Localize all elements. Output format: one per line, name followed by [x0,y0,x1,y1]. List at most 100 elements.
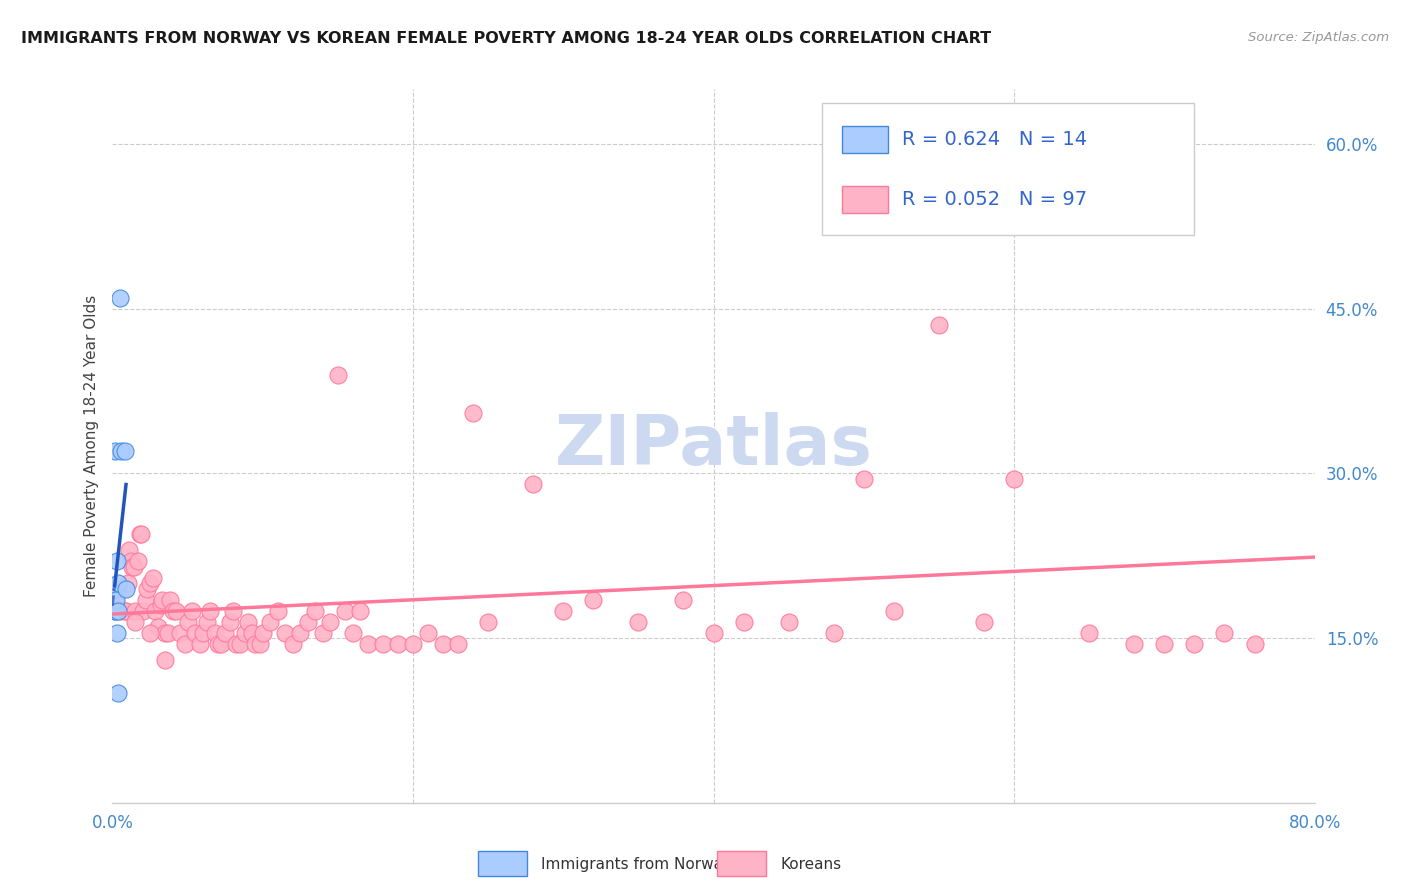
Point [117,576,139,591]
Point [236,615,259,629]
Point [245,637,267,651]
Point [432,637,454,651]
Text: R = 0.624   N = 14: R = 0.624 N = 14 [903,129,1087,149]
Point [150,592,173,607]
Point [304,604,326,618]
Point [823,625,845,640]
Point [349,604,371,618]
Point [121,559,143,574]
Point [702,625,725,640]
Point [259,615,281,629]
Point [188,637,211,651]
Point [176,615,198,629]
Point [207,637,229,651]
Point [357,637,380,651]
Point [104,604,127,618]
Point [184,625,207,640]
Point [139,625,162,640]
Point [108,291,131,305]
Point [733,615,755,629]
Point [107,576,129,591]
Point [553,604,575,618]
Point [153,653,176,667]
Point [114,444,136,458]
Point [169,625,191,640]
Point [778,615,800,629]
Point [105,592,128,607]
Point [281,637,304,651]
Point [416,625,439,640]
Point [181,604,204,618]
Point [191,625,214,640]
Text: ZIPatlas: ZIPatlas [554,412,873,480]
Point [1213,625,1236,640]
Point [139,576,162,591]
Text: IMMIGRANTS FROM NORWAY VS KOREAN FEMALE POVERTY AMONG 18-24 YEAR OLDS CORRELATIO: IMMIGRANTS FROM NORWAY VS KOREAN FEMALE … [21,31,991,46]
Text: Source: ZipAtlas.com: Source: ZipAtlas.com [1249,31,1389,45]
Point [883,604,905,618]
Point [204,625,226,640]
Point [1243,637,1265,651]
Point [240,625,263,640]
FancyBboxPatch shape [821,103,1194,235]
Point [107,604,129,618]
Point [198,604,221,618]
Point [319,615,342,629]
Point [582,592,605,607]
Point [165,604,187,618]
Point [124,615,146,629]
Point [143,604,166,618]
Point [195,615,218,629]
Point [214,625,236,640]
Point [127,554,149,568]
Point [104,444,127,458]
Point [371,637,394,651]
Point [928,318,950,333]
Point [159,592,181,607]
Point [222,604,245,618]
Point [1153,637,1175,651]
Point [173,637,195,651]
Point [135,592,157,607]
Text: Koreans: Koreans [780,857,841,872]
Point [1184,637,1206,651]
Point [162,604,184,618]
Point [312,625,335,640]
Point [342,625,364,640]
Point [157,625,180,640]
Point [1078,625,1101,640]
Point [153,625,176,640]
Point [218,615,240,629]
Point [402,637,425,651]
Point [274,625,297,640]
Point [129,526,152,541]
Point [290,625,312,640]
Point [104,592,127,607]
Point [252,625,274,640]
Point [1123,637,1146,651]
Point [118,543,141,558]
Point [522,477,544,491]
Point [149,598,172,612]
Point [326,368,349,382]
Point [672,592,695,607]
Point [122,559,145,574]
Point [477,615,499,629]
Point [146,620,169,634]
FancyBboxPatch shape [842,186,887,213]
Point [104,604,127,618]
Point [115,582,138,596]
Point [120,554,142,568]
Point [104,582,127,596]
Point [128,526,150,541]
Point [225,637,247,651]
Point [249,637,271,651]
Text: R = 0.052   N = 97: R = 0.052 N = 97 [903,190,1087,210]
Point [111,582,134,596]
Point [105,554,128,568]
Point [1002,472,1025,486]
Point [110,444,132,458]
Point [852,472,875,486]
Point [447,637,470,651]
Point [973,615,995,629]
